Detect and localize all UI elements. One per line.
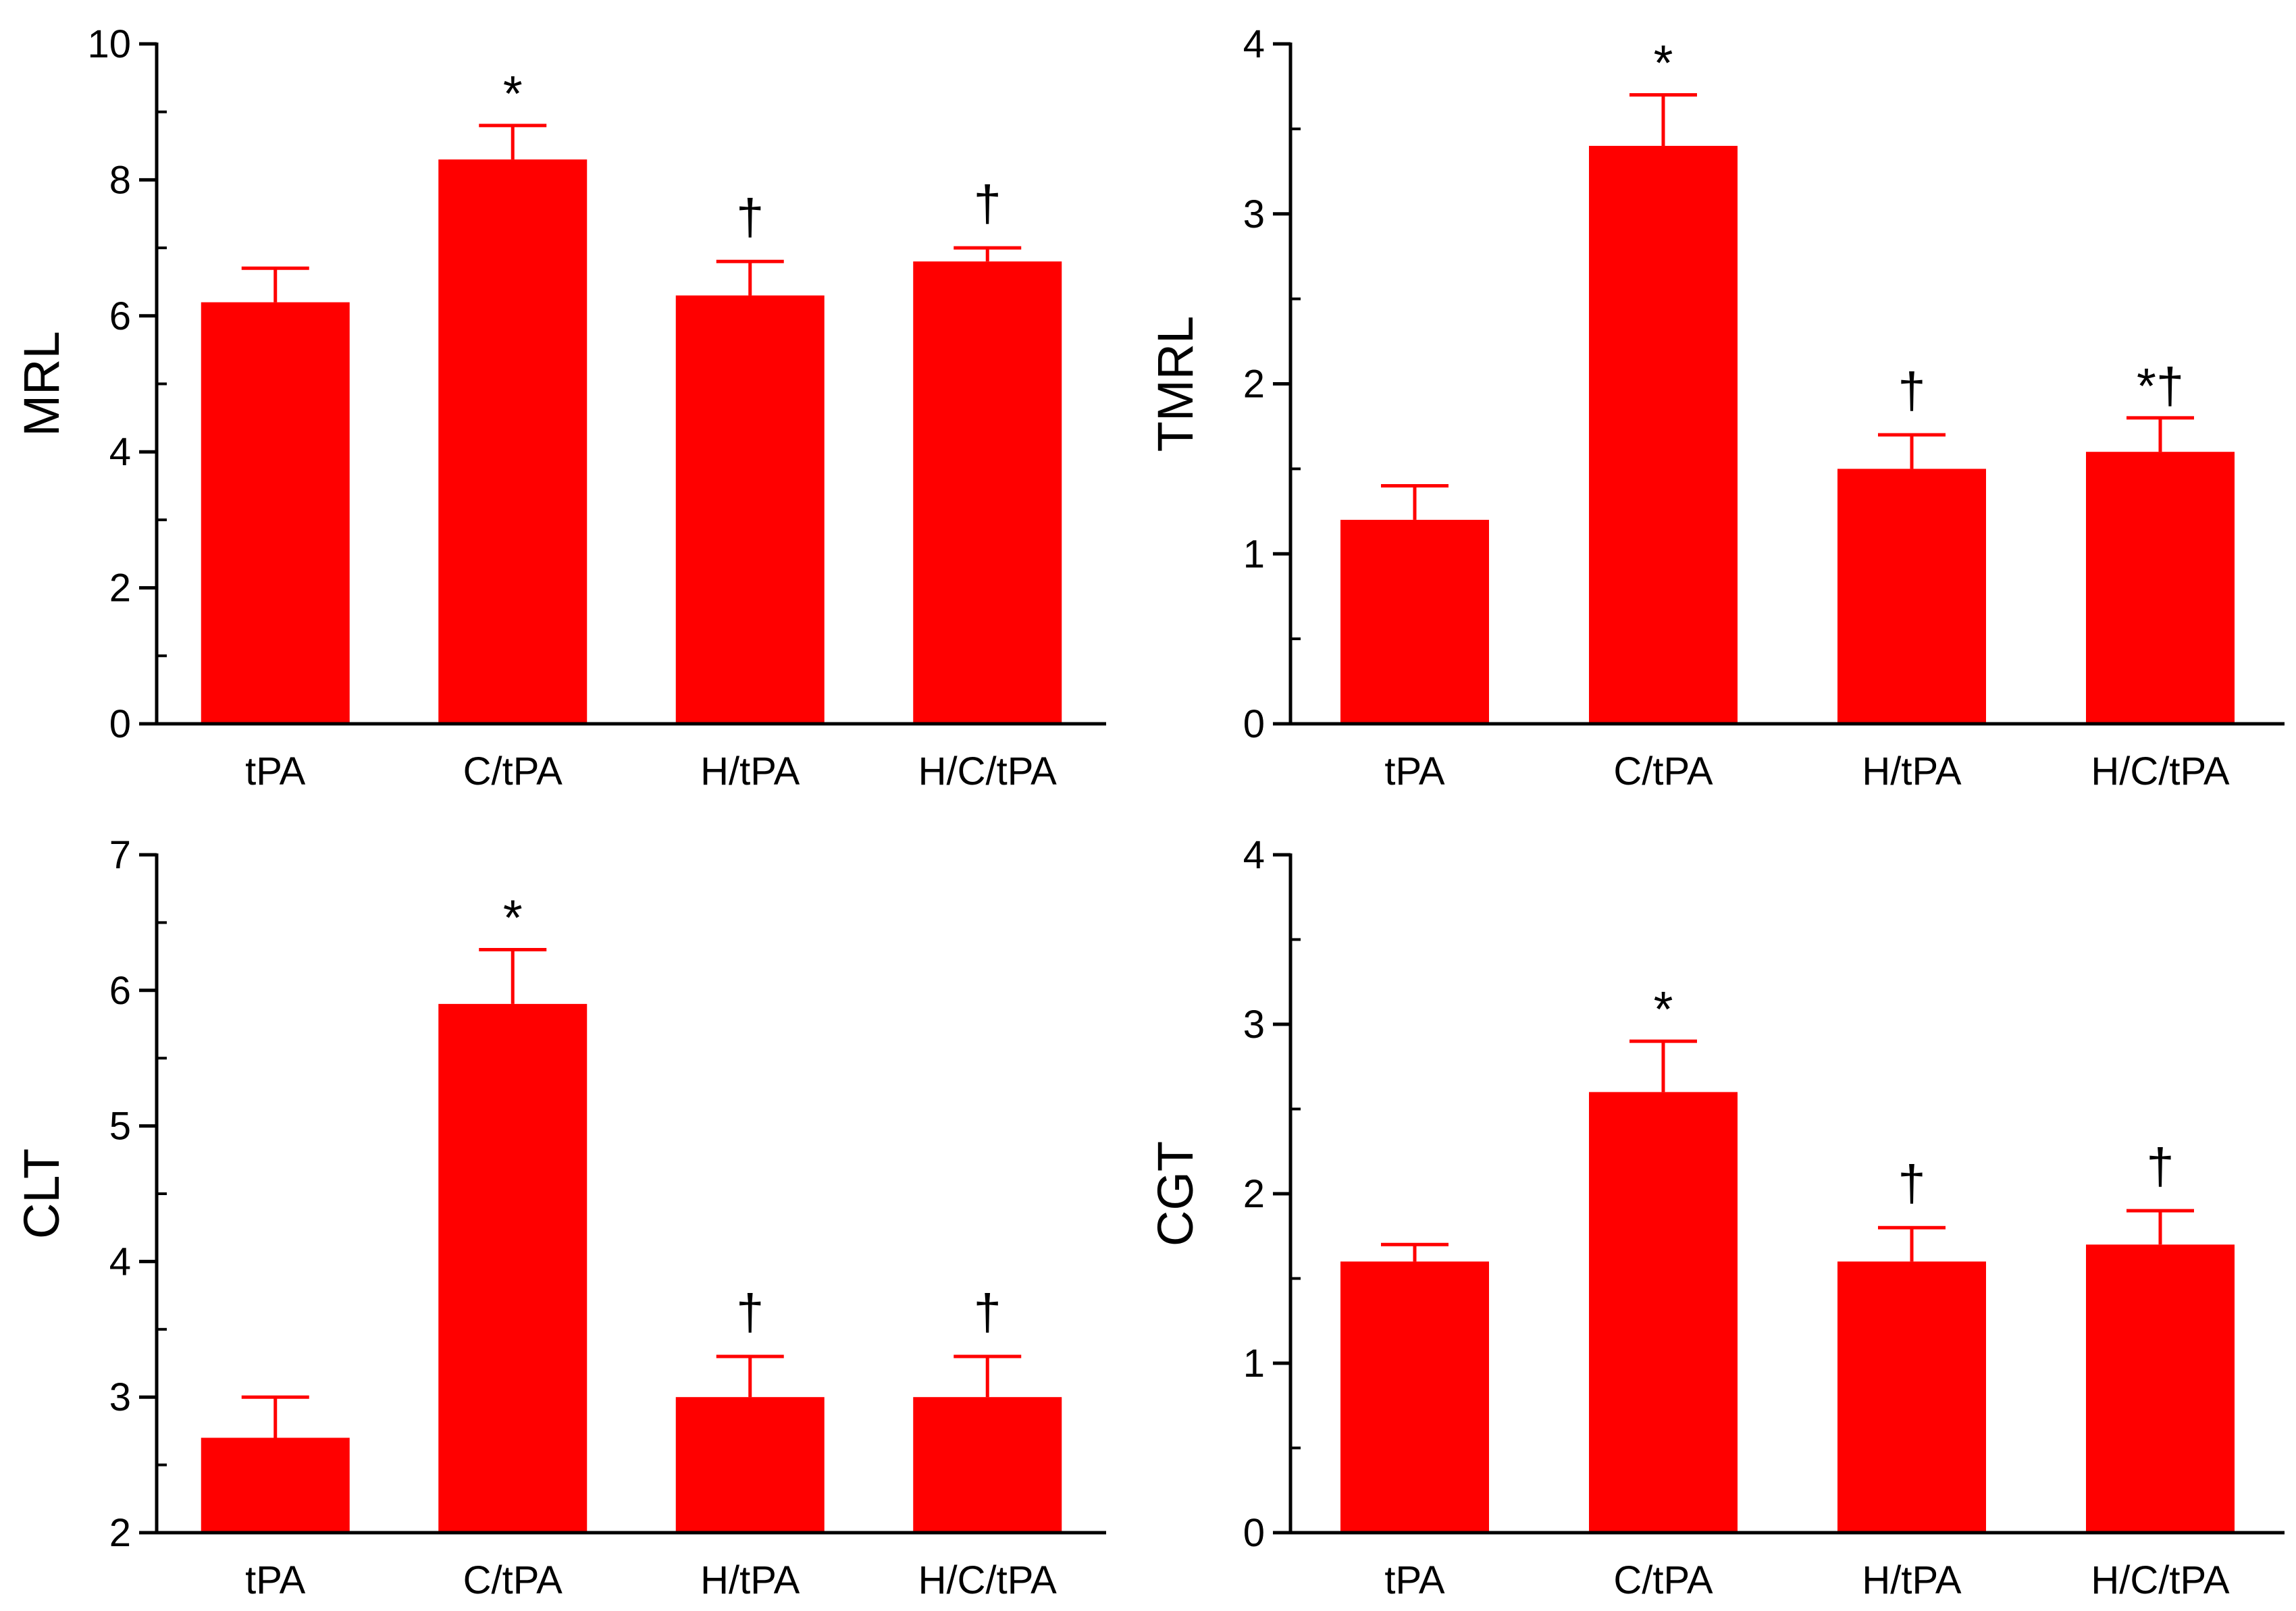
y-tick-label: 2 [109,1511,131,1555]
y-tick-label: 2 [1243,363,1265,406]
y-tick-label: 3 [1243,192,1265,236]
panel-clt: * † † 2 3 4 5 6 7 tPA C/tPA H/tPA H/C/tPA CLT [14,833,1106,1602]
bar [201,1437,350,1533]
y-tick-label: 0 [1243,702,1265,746]
bar [913,261,1062,724]
y-tick-label: 2 [109,566,131,610]
x-tick-label: H/C/tPA [2091,1558,2229,1602]
x-tick-label: tPA [245,749,305,793]
x-tick-label: tPA [245,1558,305,1602]
bar [2086,452,2235,724]
bar [1837,469,1986,724]
y-tick-label: 1 [1243,1342,1265,1385]
significance-marker: * [503,890,523,946]
significance-marker: † [1898,1155,1925,1211]
y-tick-label: 4 [109,430,131,474]
y-tick-label: 6 [109,294,131,338]
significance-marker: † [2146,1138,2174,1194]
y-tick-label: 0 [109,702,131,746]
y-tick-label: 10 [87,22,131,66]
bar [1837,1261,1986,1533]
significance-marker: *† [2137,358,2184,414]
significance-marker: * [1654,35,1673,91]
y-axis-label: CLT [14,1148,70,1239]
bar [675,1397,825,1533]
panel-mrl: * † † 0 2 4 6 8 10 tPA C/tPA H/tPA H/C/tPA MRL [14,22,1106,793]
significance-marker: * [1654,981,1673,1037]
significance-marker: † [736,1284,764,1340]
x-tick-label: C/tPA [1613,1558,1713,1602]
x-tick-label: H/tPA [700,749,800,793]
significance-marker: † [974,176,1001,232]
x-tick-label: H/tPA [1862,1558,1961,1602]
y-tick-label: 4 [109,1240,131,1284]
x-tick-label: H/C/tPA [918,1558,1057,1602]
x-tick-label: C/tPA [1613,749,1713,793]
bar [913,1397,1062,1533]
y-tick-label: 7 [109,833,131,877]
x-tick-label: H/tPA [1862,749,1961,793]
significance-marker: † [736,189,764,245]
y-tick-label: 4 [1243,22,1265,66]
x-tick-label: C/tPA [463,749,563,793]
bar [438,159,588,724]
bar [1340,519,1489,724]
y-tick-label: 4 [1243,833,1265,877]
bar [1589,1092,1738,1533]
y-tick-label: 1 [1243,532,1265,576]
y-tick-label: 0 [1243,1511,1265,1555]
y-tick-label: 2 [1243,1172,1265,1216]
significance-marker: * [503,65,523,122]
y-tick-label: 3 [109,1375,131,1419]
y-tick-label: 8 [109,158,131,202]
significance-marker: † [1898,363,1925,419]
y-tick-label: 3 [1243,1003,1265,1047]
bar [2086,1244,2235,1533]
panel-cgt: * † † 0 1 2 3 4 tPA C/tPA H/tPA H/C/tPA CGT [1147,833,2285,1602]
significance-marker: † [974,1284,1001,1340]
bar [1589,146,1738,724]
bar [1340,1261,1489,1533]
bar [675,295,825,724]
x-tick-label: tPA [1384,1558,1444,1602]
x-tick-label: tPA [1384,749,1444,793]
x-tick-label: H/C/tPA [2091,749,2229,793]
x-tick-label: H/C/tPA [918,749,1057,793]
bar [438,1003,588,1533]
x-tick-label: H/tPA [700,1558,800,1602]
bar [201,302,350,724]
y-axis-label: MRL [14,331,70,436]
y-tick-label: 6 [109,969,131,1013]
y-axis-label: TMRL [1147,316,1203,452]
y-tick-label: 5 [109,1105,131,1148]
x-tick-label: C/tPA [463,1558,563,1602]
y-axis-label: CGT [1147,1141,1203,1246]
